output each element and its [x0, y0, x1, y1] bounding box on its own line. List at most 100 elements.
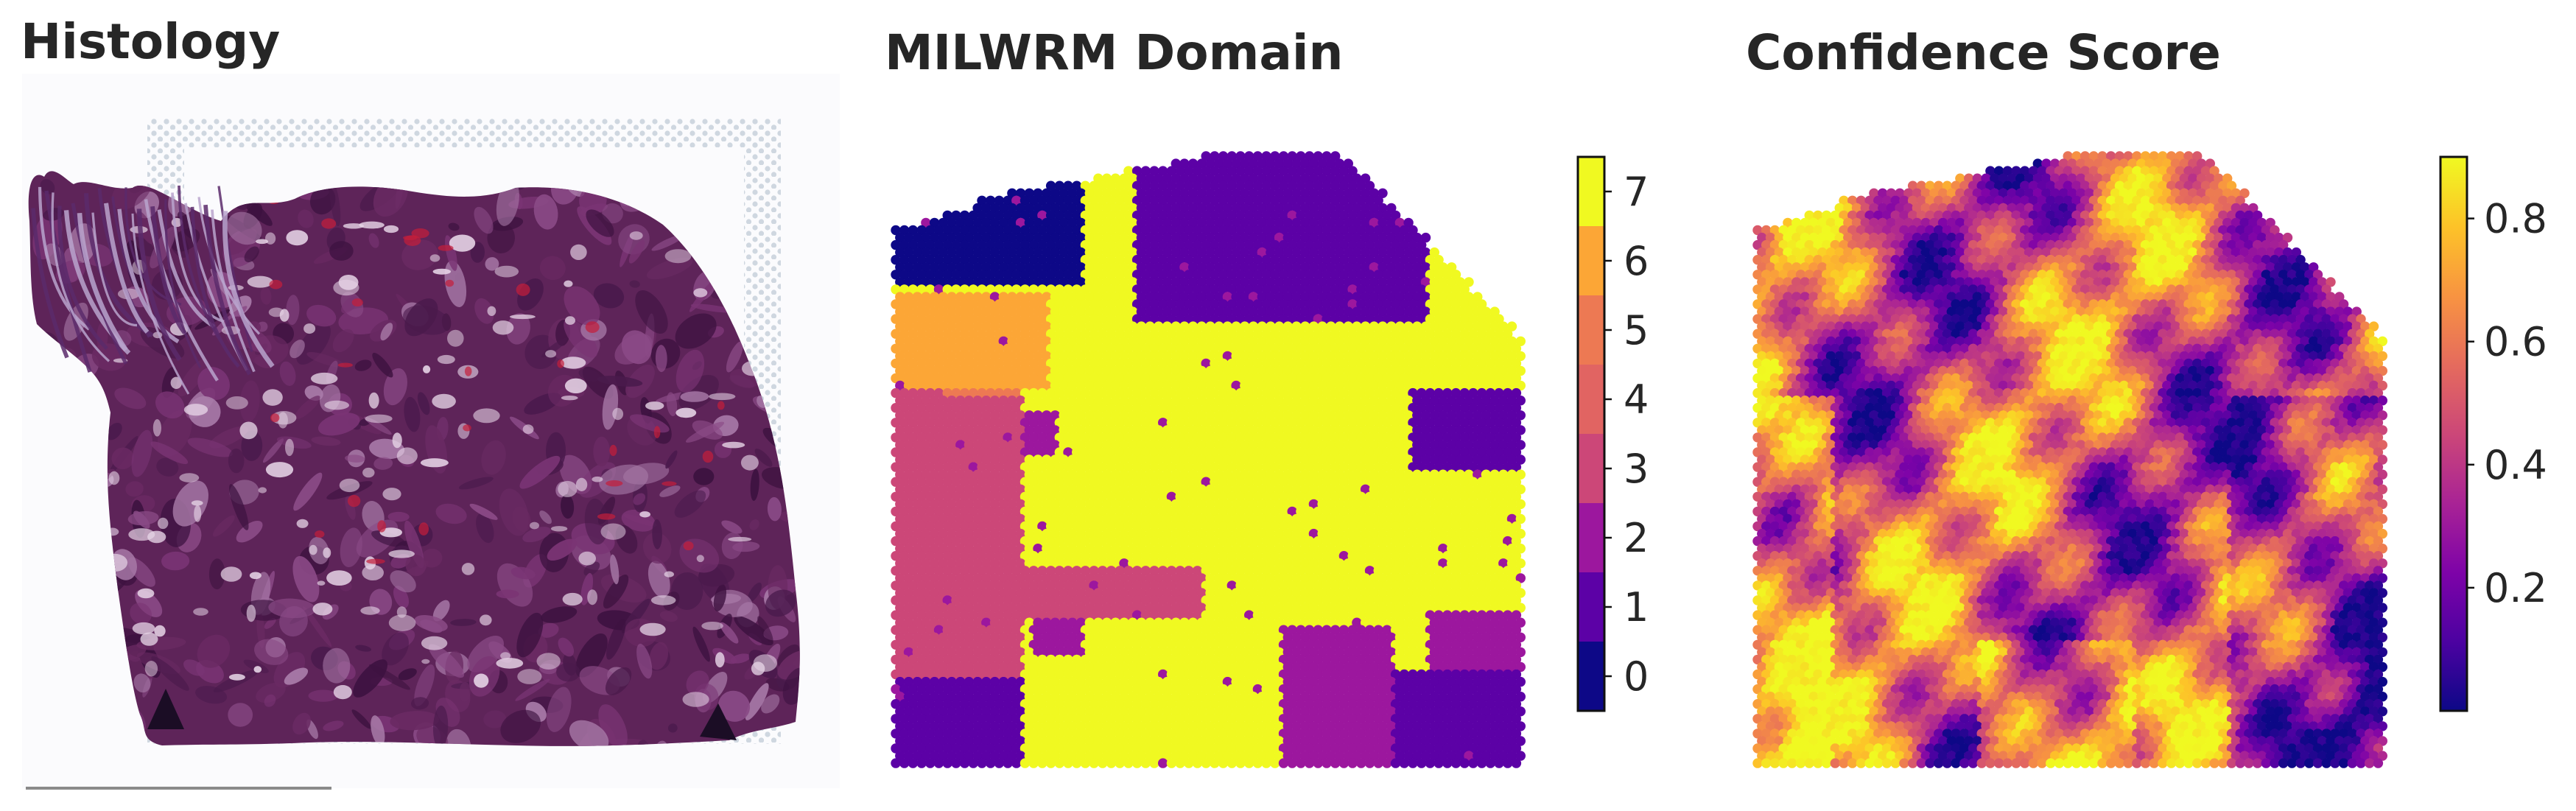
tissue-structure	[459, 681, 471, 702]
gland-lumen	[179, 473, 200, 482]
tissue-structure	[236, 520, 263, 543]
stroma-red	[702, 450, 714, 463]
tissue-structure	[309, 537, 329, 564]
tissue-structure	[309, 186, 336, 215]
tissue-structure	[208, 558, 225, 590]
tissue-structure	[538, 622, 559, 638]
tissue-structure	[757, 616, 773, 643]
gland-lumen	[423, 365, 431, 373]
tissue-structure	[435, 503, 467, 524]
tissue-structure	[414, 615, 448, 632]
gland-lumen	[432, 393, 456, 409]
tissue-structure	[515, 678, 550, 701]
tissue-structure	[260, 287, 272, 305]
tissue-structure	[125, 481, 144, 497]
gland-lumen	[509, 314, 536, 320]
stroma-red	[597, 513, 616, 520]
gland-lumen	[565, 316, 575, 325]
stroma-red	[269, 279, 283, 289]
gland-lumen	[285, 438, 294, 457]
tissue-structure	[151, 656, 189, 691]
gland-lumen	[592, 476, 603, 482]
tissue-structure	[404, 396, 421, 432]
tissue-structure	[519, 455, 561, 489]
tissue-structure	[323, 720, 344, 731]
gland-lumen	[247, 275, 273, 288]
tissue-structure	[732, 541, 760, 552]
tissue-structure	[474, 206, 494, 234]
tissue-structure	[161, 551, 190, 571]
gland-lumen	[645, 401, 664, 410]
tissue-structure	[476, 513, 494, 544]
tissue-structure	[586, 209, 614, 237]
gland-lumen	[249, 572, 262, 580]
tissue-structure	[262, 438, 284, 463]
tissue-structure	[712, 647, 737, 664]
tissue-structure	[487, 222, 516, 253]
tissue-structure	[659, 611, 678, 622]
tissue-structure	[161, 367, 178, 399]
tissue-structure	[533, 194, 558, 230]
stroma-red	[445, 279, 455, 287]
gland-lumen	[492, 320, 514, 335]
gland-lumen	[587, 589, 597, 605]
stroma-red	[557, 359, 564, 368]
gland-lumen	[220, 566, 242, 582]
gland-lumen	[324, 400, 350, 410]
tissue-structure	[448, 222, 460, 231]
gland-lumen	[312, 603, 333, 616]
tissue-structure	[155, 391, 185, 419]
gland-lumen	[147, 530, 166, 544]
gland-lumen	[144, 661, 158, 677]
gland-lumen	[701, 622, 723, 631]
gland-lumen	[496, 658, 524, 669]
gland-lumen	[753, 654, 778, 672]
stroma-red	[717, 401, 725, 410]
tissue-structure	[264, 618, 276, 629]
tissue-structure	[721, 520, 743, 534]
gland-lumen	[432, 268, 451, 275]
tissue-structure	[747, 582, 762, 603]
tissue-structure	[666, 392, 678, 417]
tissue-structure	[690, 303, 734, 313]
tissue-structure	[667, 723, 678, 733]
gland-lumen	[360, 606, 380, 615]
stroma-red	[315, 530, 325, 538]
stroma-red	[585, 321, 600, 333]
gland-lumen	[429, 254, 441, 262]
gland-lumen	[449, 234, 476, 252]
tissue-structure	[496, 589, 519, 599]
tissue-structure	[353, 659, 387, 698]
tissue-structure	[692, 626, 710, 662]
tissue-structure	[516, 612, 544, 658]
tissue-structure	[133, 673, 151, 693]
stroma-red	[403, 235, 418, 241]
tissue-structure	[610, 554, 620, 585]
tissue-structure	[637, 740, 649, 746]
tissue-structure	[564, 286, 600, 326]
tissue-structure	[398, 668, 417, 681]
gland-lumen	[570, 244, 587, 260]
tissue-structure	[651, 234, 684, 251]
gland-lumen	[561, 396, 578, 401]
tissue-structure	[636, 643, 653, 679]
tissue-structure	[730, 653, 751, 664]
tissue-structure	[212, 515, 235, 537]
gland-lumen	[388, 550, 415, 558]
tissue-structure	[111, 447, 134, 470]
tissue-structure	[157, 410, 192, 457]
stroma-red	[683, 541, 694, 551]
tissue-structure	[329, 180, 341, 227]
gland-lumen	[152, 419, 161, 437]
tissue-structure	[311, 436, 341, 446]
tissue-structure	[296, 323, 331, 365]
tissue-structure	[541, 606, 578, 623]
milwrm-domain-panel	[891, 151, 1526, 768]
tissue-structure	[106, 422, 122, 440]
tissue-structure	[499, 488, 529, 536]
gland-lumen	[550, 526, 568, 532]
tissue-structure	[754, 449, 773, 467]
tissue-structure	[340, 527, 362, 568]
tissue-structure	[417, 392, 430, 415]
gland-lumen	[639, 622, 666, 636]
